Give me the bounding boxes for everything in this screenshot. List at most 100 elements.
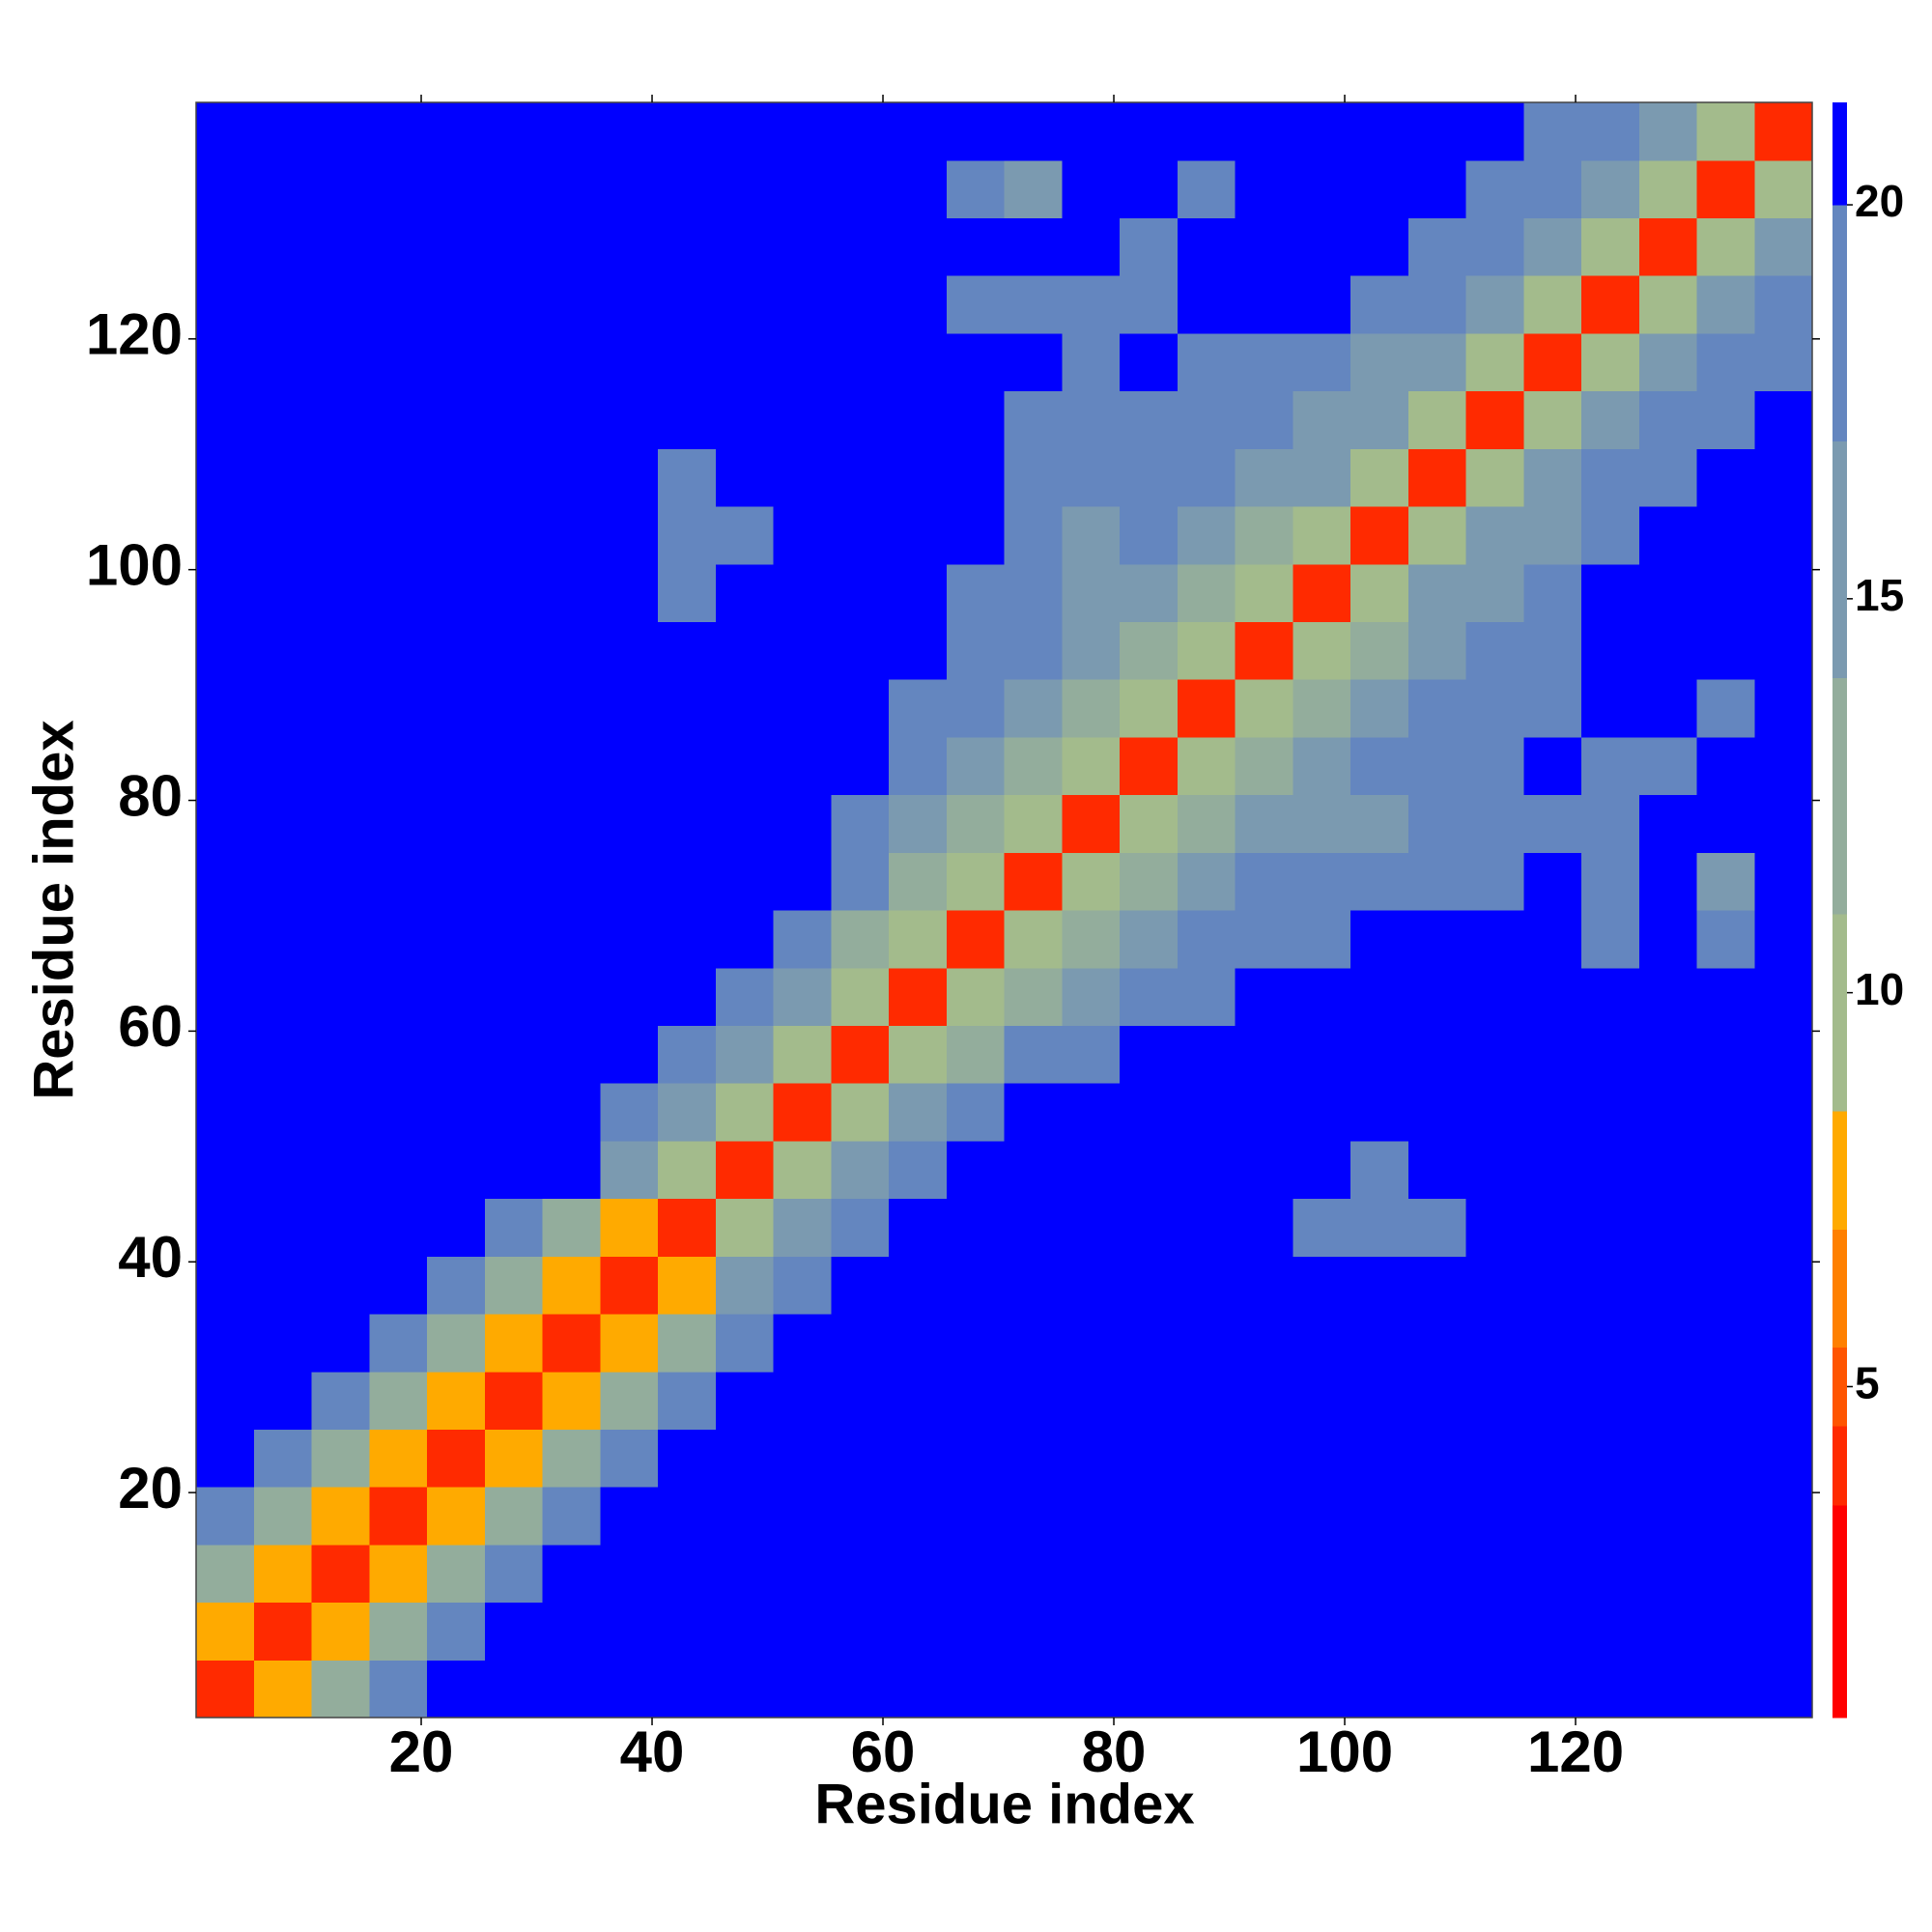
heatmap-cell xyxy=(658,1487,717,1546)
heatmap-cell xyxy=(1177,1660,1236,1719)
heatmap-cell xyxy=(311,1487,370,1546)
heatmap-cell xyxy=(1638,1314,1698,1373)
heatmap-cell xyxy=(889,1198,948,1257)
heatmap-cell xyxy=(1523,1429,1582,1488)
heatmap-cell xyxy=(831,1602,890,1661)
heatmap-cell xyxy=(831,390,890,449)
heatmap-cell xyxy=(1465,967,1524,1027)
heatmap-cell xyxy=(889,1544,948,1604)
heatmap-cell xyxy=(658,217,717,276)
x-tick-label: 20 xyxy=(389,1719,454,1784)
heatmap-cell xyxy=(369,1256,428,1315)
heatmap-cell xyxy=(1581,679,1640,738)
heatmap-cell xyxy=(1177,910,1236,969)
heatmap-cell xyxy=(1581,332,1640,392)
x-tick-label: 100 xyxy=(1296,1719,1393,1784)
heatmap-cell xyxy=(889,1371,948,1431)
heatmap-cell xyxy=(484,1660,544,1719)
heatmap-cell xyxy=(311,679,370,738)
heatmap-cell xyxy=(946,275,1006,334)
heatmap-cell xyxy=(889,1025,948,1084)
heatmap-cell xyxy=(253,506,313,565)
heatmap-cell xyxy=(715,736,775,796)
heatmap-cell xyxy=(1004,1660,1063,1719)
heatmap-cell xyxy=(1465,102,1524,161)
heatmap-cell xyxy=(1062,102,1121,161)
heatmap-cell xyxy=(369,1371,428,1431)
heatmap-cell xyxy=(484,1198,544,1257)
heatmap-cell xyxy=(484,506,544,565)
heatmap-cell xyxy=(1120,1487,1179,1546)
heatmap-cell xyxy=(311,1660,370,1719)
heatmap-cell xyxy=(831,1487,890,1546)
heatmap-cell xyxy=(1350,390,1409,449)
heatmap-cell xyxy=(484,794,544,853)
heatmap-cell xyxy=(1293,1256,1351,1315)
heatmap-cell xyxy=(1581,448,1640,507)
heatmap-cell xyxy=(1465,621,1524,680)
heatmap-cell xyxy=(1754,910,1813,969)
heatmap-cell xyxy=(1523,1371,1582,1431)
heatmap-cell xyxy=(773,159,832,219)
heatmap-cell xyxy=(773,1256,832,1315)
heatmap-cell xyxy=(600,390,659,449)
heatmap-cell xyxy=(600,275,659,334)
heatmap-cell xyxy=(1293,1544,1351,1604)
heatmap-cell xyxy=(1177,159,1236,219)
heatmap-cell xyxy=(1004,1371,1063,1431)
heatmap-cell xyxy=(1062,621,1121,680)
heatmap-cell xyxy=(1004,1544,1063,1604)
heatmap-cell xyxy=(1581,1371,1640,1431)
heatmap-cell xyxy=(542,1256,601,1315)
heatmap-cell xyxy=(369,679,428,738)
colorbar-segment xyxy=(1833,1229,1847,1349)
heatmap-cell xyxy=(1696,679,1755,738)
heatmap-cell xyxy=(946,1371,1006,1431)
heatmap-cell xyxy=(1465,679,1524,738)
heatmap-cell xyxy=(1235,563,1293,623)
colorbar-tick-label: 5 xyxy=(1855,1358,1880,1408)
heatmap-cell xyxy=(1350,1198,1409,1257)
heatmap-cell xyxy=(196,506,255,565)
heatmap-cell xyxy=(484,621,544,680)
heatmap-cell xyxy=(1465,1660,1524,1719)
heatmap-cell xyxy=(484,910,544,969)
heatmap-cell xyxy=(1350,102,1409,161)
heatmap-cell xyxy=(427,1487,486,1546)
heatmap-cell xyxy=(311,852,370,911)
heatmap-cell xyxy=(1407,1660,1467,1719)
heatmap-cell xyxy=(1523,102,1582,161)
heatmap-cell xyxy=(1062,1429,1121,1488)
heatmap-cell xyxy=(1465,736,1524,796)
heatmap-cell xyxy=(369,1429,428,1488)
heatmap-cell xyxy=(831,506,890,565)
heatmap-cell xyxy=(600,1025,659,1084)
heatmap-cell xyxy=(484,1140,544,1200)
heatmap-cell xyxy=(1754,621,1813,680)
heatmap-cell xyxy=(542,736,601,796)
heatmap-cell xyxy=(311,275,370,334)
heatmap-cell xyxy=(1407,159,1467,219)
heatmap-cell xyxy=(600,217,659,276)
heatmap-cell xyxy=(1120,1371,1179,1431)
heatmap-cell xyxy=(600,102,659,161)
heatmap-cell xyxy=(369,506,428,565)
heatmap-cell xyxy=(658,910,717,969)
heatmap-cell xyxy=(1523,1314,1582,1373)
heatmap-cell xyxy=(1177,506,1236,565)
heatmap-cell xyxy=(1754,390,1813,449)
heatmap-cell xyxy=(1638,1198,1698,1257)
heatmap-cell xyxy=(831,621,890,680)
heatmap-cell xyxy=(427,794,486,853)
heatmap-cell xyxy=(1004,852,1063,911)
heatmap-cell xyxy=(369,621,428,680)
heatmap-cell xyxy=(1754,1025,1813,1084)
heatmap-cell xyxy=(369,1083,428,1142)
heatmap-cell xyxy=(1407,102,1467,161)
heatmap-cell xyxy=(1177,1429,1236,1488)
heatmap-cell xyxy=(1581,563,1640,623)
heatmap-cell xyxy=(427,275,486,334)
heatmap-cell xyxy=(600,448,659,507)
heatmap-cell xyxy=(484,1083,544,1142)
heatmap-cell xyxy=(1638,1371,1698,1431)
